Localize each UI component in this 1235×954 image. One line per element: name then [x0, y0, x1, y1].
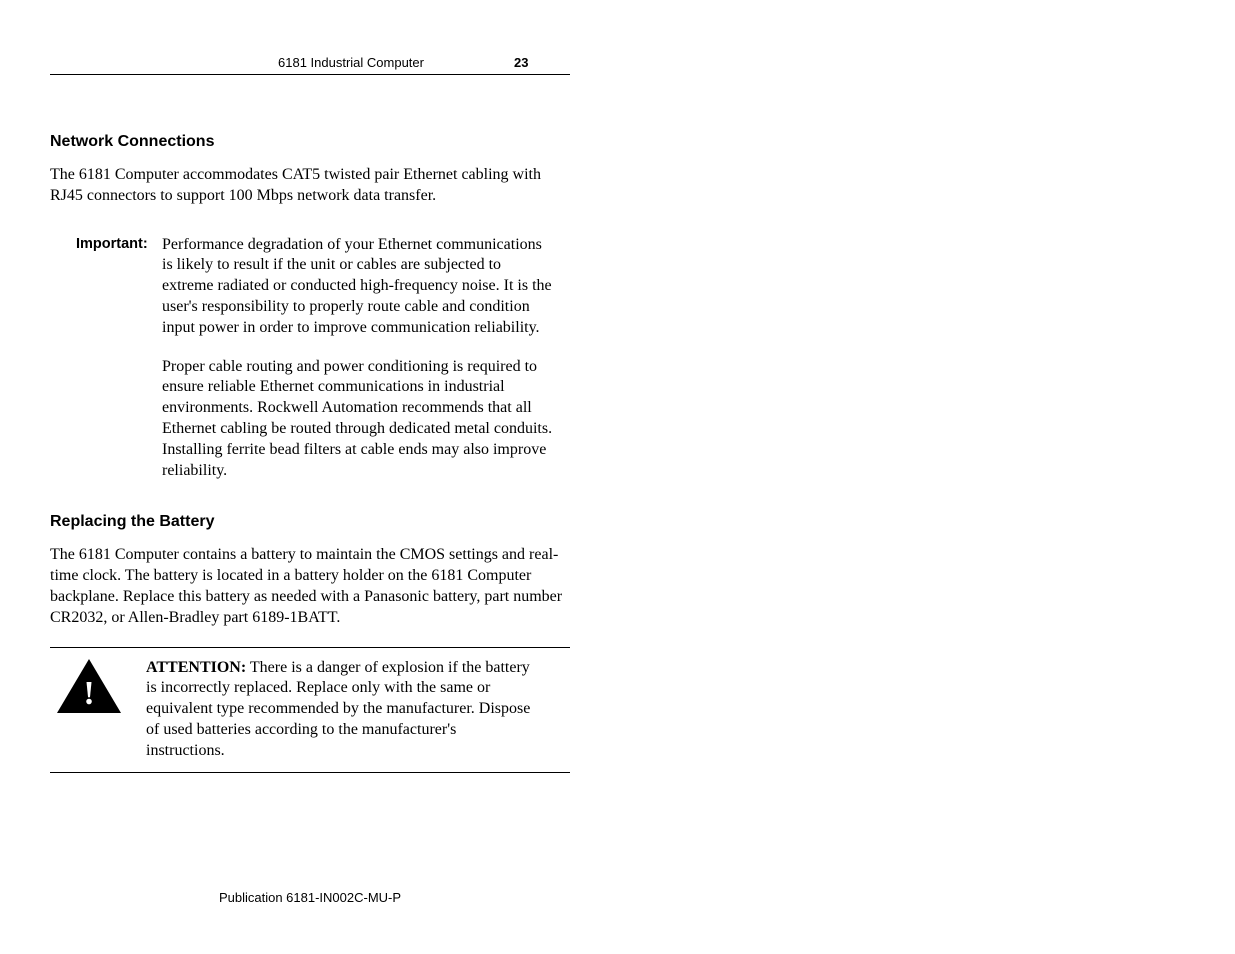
section-title-battery: Replacing the Battery: [50, 513, 570, 531]
important-note-block: Important: Performance degradation of yo…: [76, 235, 570, 339]
network-body-text: The 6181 Computer accommodates CAT5 twis…: [50, 165, 570, 207]
important-label: Important:: [76, 235, 162, 339]
attention-label: ATTENTION:: [146, 659, 246, 676]
page-footer: Publication 6181-IN002C-MU-P: [50, 890, 570, 905]
important-paragraph-2: Proper cable routing and power condition…: [162, 357, 554, 482]
warning-triangle-icon: !: [50, 658, 128, 714]
important-paragraph-1: Performance degradation of your Ethernet…: [162, 235, 554, 339]
battery-body-text: The 6181 Computer contains a battery to …: [50, 545, 570, 628]
page-content: 6181 Industrial Computer 23 Network Conn…: [50, 55, 570, 773]
svg-text:!: !: [83, 675, 94, 712]
attention-text: ATTENTION: There is a danger of explosio…: [128, 658, 538, 762]
attention-callout: ! ATTENTION: There is a danger of explos…: [50, 647, 570, 773]
header-doc-title: 6181 Industrial Computer: [278, 55, 424, 70]
header-page-number: 23: [514, 55, 528, 70]
running-header: 6181 Industrial Computer 23: [50, 55, 570, 75]
section-title-network: Network Connections: [50, 133, 570, 151]
